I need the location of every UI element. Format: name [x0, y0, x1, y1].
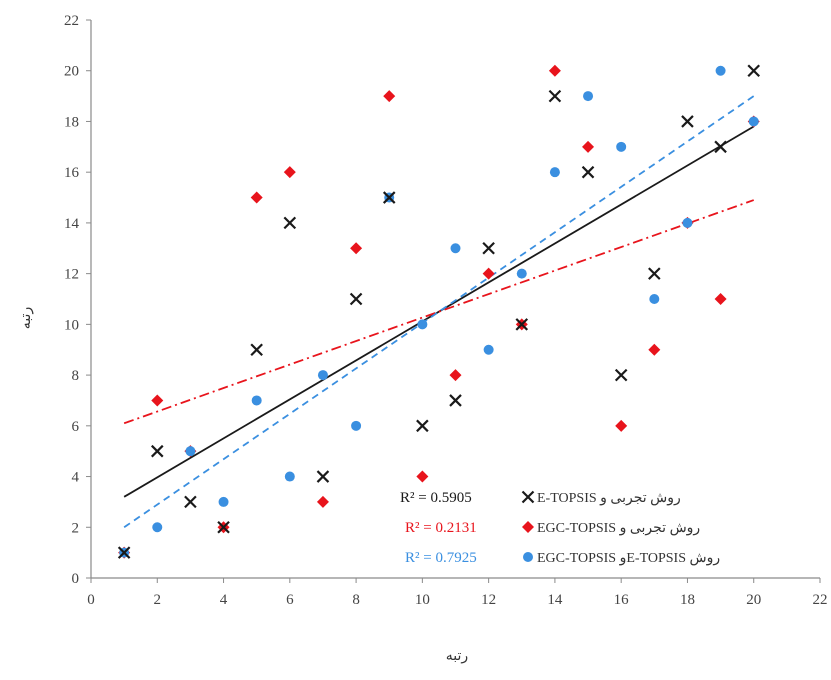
r2-label-series-3: R² = 0.7925 — [405, 550, 477, 566]
data-point-series-2 — [151, 394, 164, 407]
data-point-series-1 — [283, 216, 297, 230]
data-point-series-3 — [218, 496, 229, 507]
data-point-series-3 — [682, 217, 693, 228]
y-tick-label: 18 — [64, 114, 79, 130]
data-point-series-1 — [581, 165, 595, 179]
legend-marker-series-2 — [522, 521, 534, 533]
data-point-series-2 — [582, 140, 595, 153]
data-point-series-2 — [714, 293, 727, 305]
x-tick-label: 8 — [352, 592, 360, 608]
data-point-series-1 — [714, 140, 727, 154]
data-point-series-1 — [150, 444, 164, 458]
data-point-series-1 — [117, 546, 131, 559]
y-tick-label: 16 — [64, 165, 80, 181]
legend-label-series-1: روش تجربی و E-TOPSIS — [537, 491, 681, 506]
y-tick-label: 10 — [64, 317, 79, 333]
data-point-series-2 — [383, 90, 396, 103]
data-point-series-1 — [614, 368, 628, 382]
r2-label-series-1: R² = 0.5905 — [400, 490, 472, 506]
data-point-series-3 — [251, 395, 262, 406]
data-point-series-3 — [549, 167, 560, 178]
data-point-series-3 — [649, 294, 660, 304]
trendline-series-3 — [123, 95, 755, 529]
legend-label-series-3: روش E-TOPSISو EGC-TOPSIS — [537, 551, 720, 566]
x-tick-label: 10 — [415, 592, 430, 608]
y-tick-label: 6 — [72, 419, 80, 435]
data-point-series-1 — [482, 241, 495, 255]
data-point-series-2 — [316, 495, 329, 508]
x-tick-label: 2 — [154, 592, 162, 608]
plot-area: 0 2 4 6 8 10 12 14 16 18 20 22 0 2 4 6 8 10 12 14 16 18 20 22 — [64, 13, 828, 608]
legend-marker-series-3 — [523, 552, 533, 562]
x-tick-label: 6 — [286, 592, 294, 608]
data-point-series-1 — [515, 318, 529, 331]
x-tick-label: 16 — [614, 592, 630, 608]
trendline-series-1 — [123, 125, 755, 498]
data-point-series-2 — [283, 166, 296, 179]
data-point-series-3 — [152, 522, 163, 533]
data-point-series-1 — [548, 89, 562, 103]
y-tick-label: 8 — [72, 368, 80, 384]
data-point-series-1 — [349, 292, 363, 306]
data-point-series-2 — [615, 419, 628, 432]
data-point-series-2 — [648, 343, 661, 356]
data-point-series-2 — [482, 267, 495, 280]
data-point-series-3 — [450, 243, 461, 254]
data-point-series-3 — [317, 370, 328, 381]
data-point-series-3 — [516, 268, 527, 279]
legend-marker-series-1 — [521, 490, 535, 504]
data-point-series-1 — [316, 470, 330, 483]
data-point-series-3 — [715, 65, 726, 76]
x-tick-label: 22 — [813, 592, 828, 608]
data-point-series-3 — [616, 141, 627, 152]
x-tick-label: 14 — [547, 592, 563, 608]
x-tick-label: 12 — [481, 592, 496, 608]
data-point-series-3 — [351, 420, 362, 431]
x-tick-label: 20 — [746, 592, 761, 608]
data-point-series-1 — [382, 191, 396, 204]
data-point-series-2 — [449, 369, 462, 382]
y-tick-label: 14 — [64, 216, 80, 232]
data-point-series-2 — [548, 64, 561, 77]
y-tick-label: 22 — [64, 13, 79, 29]
y-tick-label: 0 — [72, 571, 80, 587]
data-point-series-1 — [416, 419, 429, 433]
data-point-series-3 — [483, 344, 494, 355]
y-tick-label: 2 — [72, 520, 80, 536]
x-tick-label: 4 — [220, 592, 228, 608]
data-point-series-2 — [250, 191, 263, 204]
legend-label-series-2: روش تجربی و EGC-TOPSIS — [537, 521, 700, 536]
data-point-series-3 — [748, 116, 759, 127]
y-tick-label: 4 — [72, 470, 80, 486]
data-point-series-3 — [583, 91, 594, 102]
data-point-series-1 — [217, 520, 230, 534]
legend: R² = 0.5905 روش تجربی و E-TOPSIS R² = 0.21… — [400, 490, 720, 566]
data-point-series-1 — [184, 495, 197, 509]
data-point-series-3 — [417, 319, 428, 330]
data-point-series-1 — [648, 267, 661, 280]
r2-label-series-2: R² = 0.2131 — [405, 520, 477, 536]
data-point-series-3 — [185, 446, 196, 457]
x-axis-title: رتبه — [446, 648, 468, 664]
x-tick-label: 0 — [87, 592, 95, 608]
y-tick-label: 12 — [64, 267, 79, 283]
y-axis-title: رتبه — [18, 307, 34, 329]
data-point-series-1 — [747, 64, 761, 78]
y-tick-label: 20 — [64, 64, 79, 80]
x-tick-label: 18 — [680, 592, 695, 608]
data-point-series-2 — [350, 242, 363, 255]
data-point-series-3 — [284, 471, 295, 482]
data-point-series-1 — [250, 343, 263, 357]
data-point-series-2 — [416, 470, 429, 483]
data-point-series-1 — [681, 115, 694, 128]
data-point-series-1 — [449, 394, 462, 407]
